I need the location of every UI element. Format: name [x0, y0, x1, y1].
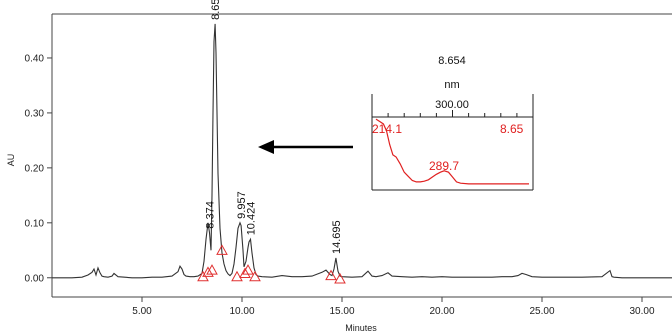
spectrum-inset: 8.654 nm 300.00 214.1 289.7 8.65 — [371, 55, 534, 191]
y-axis-title: AU — [6, 154, 16, 167]
inset-x-tick-label: 300.00 — [435, 99, 469, 111]
main-plot-frame — [51, 13, 672, 298]
inset-title: 8.654 — [438, 55, 466, 67]
x-tick-label: 10.00 — [229, 306, 254, 317]
x-tick-label: 20.00 — [429, 306, 454, 317]
x-axis-title: Minutes — [345, 323, 377, 333]
peak-integration-markers — [197, 244, 346, 284]
integration-marker — [239, 267, 251, 278]
integration-marker — [216, 244, 228, 255]
x-axis-ticks: 5.00 10.00 15.00 20.00 25.00 30.00 — [132, 297, 655, 317]
peak-retention-label: 8.374 — [204, 201, 216, 229]
peak-retention-label: 8.654 — [210, 0, 222, 20]
inset-axis-ticks — [387, 110, 518, 117]
chromatogram-trace — [52, 23, 672, 279]
inset-spectrum-trace — [375, 118, 529, 185]
integration-marker — [202, 266, 214, 277]
y-tick-label: 0.40 — [25, 53, 45, 64]
integration-marker — [334, 272, 346, 284]
y-tick-label: 0.20 — [25, 163, 45, 174]
peak-retention-label: 9.957 — [236, 191, 248, 219]
y-tick-label: 0.00 — [25, 273, 45, 284]
x-tick-label: 30.00 — [629, 306, 654, 317]
arrow-indicator — [258, 140, 353, 154]
inset-peak-label: 289.7 — [429, 159, 459, 173]
integration-marker — [242, 264, 254, 275]
y-tick-label: 0.30 — [25, 108, 45, 119]
integration-marker — [206, 264, 218, 275]
integration-marker — [249, 270, 261, 282]
y-axis-ticks: 0.00 0.10 0.20 0.30 0.40 — [25, 53, 52, 284]
integration-marker — [231, 270, 243, 282]
peak-retention-label: 10.424 — [245, 202, 257, 236]
integration-marker — [325, 269, 337, 281]
inset-left-label: 214.1 — [372, 122, 402, 136]
inset-x-label: nm — [444, 79, 459, 91]
inset-right-label: 8.65 — [500, 122, 524, 136]
x-tick-label: 5.00 — [132, 306, 152, 317]
x-tick-label: 15.00 — [329, 306, 354, 317]
y-tick-label: 0.10 — [25, 218, 45, 229]
peak-retention-label: 14.695 — [331, 220, 343, 254]
x-tick-label: 25.00 — [529, 306, 554, 317]
arrow-head — [258, 140, 274, 154]
